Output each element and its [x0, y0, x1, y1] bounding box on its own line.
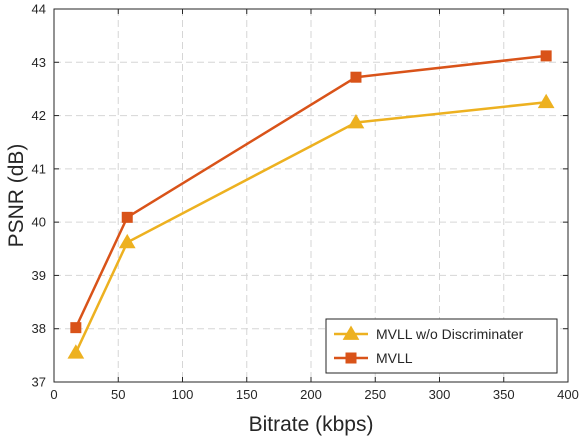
data-point — [121, 211, 133, 223]
x-tick-label: 250 — [364, 387, 386, 402]
y-tick-label: 40 — [32, 215, 46, 230]
series-mvll-without-discriminater — [67, 93, 555, 359]
x-tick-label: 150 — [236, 387, 258, 402]
y-tick-label: 39 — [32, 268, 46, 283]
data-point — [70, 322, 82, 334]
y-tick-label: 43 — [32, 55, 46, 70]
y-tick-label: 37 — [32, 375, 46, 390]
legend-marker — [345, 352, 357, 364]
y-axis-label: PSNR (dB) — [5, 144, 28, 248]
data-point — [540, 50, 552, 62]
y-tick-label: 44 — [32, 2, 46, 17]
legend-item: MVLL w/o Discriminater — [334, 325, 524, 342]
series-group — [67, 50, 555, 359]
x-tick-label: 100 — [172, 387, 194, 402]
y-tick-label: 41 — [32, 161, 46, 176]
y-tick-label: 38 — [32, 321, 46, 336]
data-point — [67, 344, 85, 359]
data-point — [347, 114, 365, 129]
legend: MVLL w/o Discriminater MVLL — [325, 318, 558, 374]
x-tick-label: 300 — [429, 387, 451, 402]
legend-marker — [342, 325, 360, 340]
x-tick-label: 50 — [111, 387, 125, 402]
series-line — [74, 101, 547, 354]
legend-box — [325, 318, 558, 374]
x-axis-label: Bitrate (kbps) — [249, 413, 374, 436]
x-tick-label: 200 — [300, 387, 322, 402]
data-point — [350, 71, 362, 83]
x-tick-label: 0 — [50, 387, 57, 402]
legend-item: MVLL — [334, 350, 413, 366]
data-point — [537, 93, 555, 109]
series-line — [74, 54, 547, 329]
y-tick-label: 42 — [32, 108, 46, 123]
legend-label: MVLL w/o Discriminater — [376, 326, 524, 342]
legend-label: MVLL — [376, 350, 413, 366]
data-point — [118, 233, 136, 249]
axis-ticks: 0 50 100 150 200 250 300 350 400 37 38 39 40 41 42 43 44 — [32, 2, 579, 403]
series-mvll — [70, 50, 552, 334]
x-tick-label: 400 — [557, 387, 579, 402]
x-tick-label: 350 — [493, 387, 515, 402]
